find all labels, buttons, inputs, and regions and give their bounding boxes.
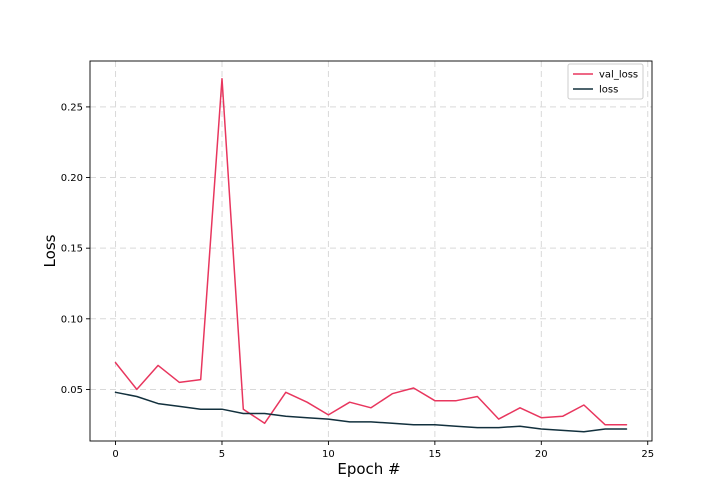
- x-tick-label: 0: [112, 449, 118, 460]
- ticks: 0 5 10 15 20 25 0.05 0.10 0.15 0.20 0.25: [61, 102, 654, 460]
- series-line-val-loss: [114, 77, 628, 426]
- y-tick-label: 0.05: [61, 385, 83, 396]
- grid: [90, 61, 652, 441]
- legend-label-loss: loss: [599, 85, 618, 96]
- legend-box: [567, 63, 644, 100]
- x-tick-label: 15: [428, 449, 441, 460]
- x-tick-label: 25: [641, 449, 654, 460]
- y-tick-label: 0.25: [61, 102, 83, 113]
- y-tick-label: 0.15: [61, 244, 83, 255]
- plot-frame: [89, 60, 653, 442]
- x-tick-label: 5: [219, 449, 225, 460]
- y-tick-label: 0.10: [61, 314, 83, 325]
- x-tick-label: 20: [535, 449, 548, 460]
- y-tick-label: 0.20: [61, 173, 83, 184]
- series-line-loss: [114, 391, 628, 433]
- y-axis-label: Loss: [41, 234, 59, 267]
- x-axis-label: Epoch #: [337, 460, 400, 478]
- legend-label-val-loss: val_loss: [599, 70, 638, 81]
- x-tick-label: 10: [322, 449, 335, 460]
- series-layer: [114, 77, 628, 433]
